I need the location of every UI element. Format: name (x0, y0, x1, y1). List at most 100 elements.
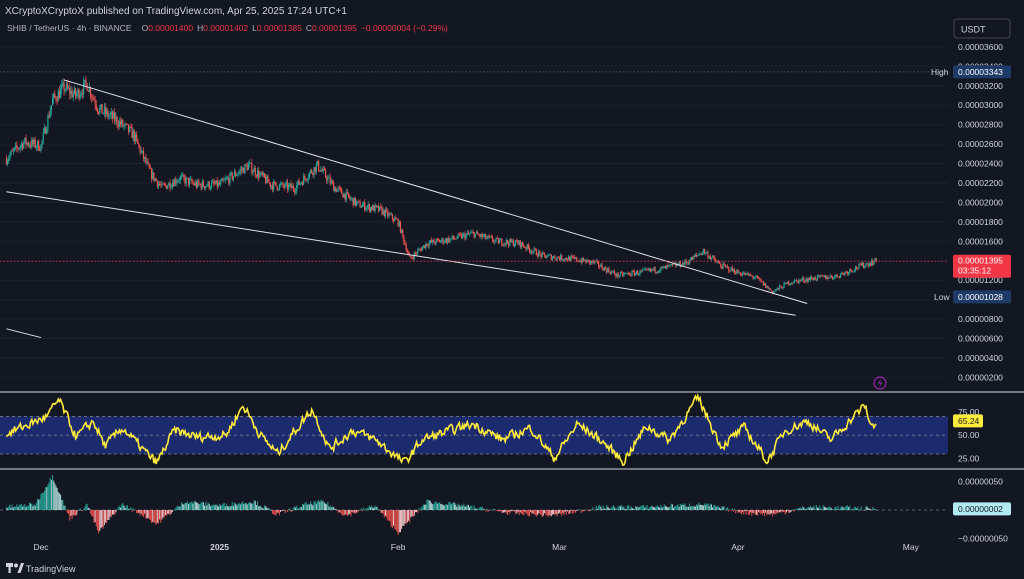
low-value: 0.00001028 (958, 292, 1003, 302)
oscillator-bar (206, 505, 208, 510)
candle-body (414, 252, 417, 254)
candle-body (654, 267, 656, 273)
candle-body (26, 142, 28, 145)
oscillator-bar (172, 509, 175, 511)
oscillator-bar (615, 509, 617, 510)
candle-body (712, 256, 714, 258)
oscillator-bar (823, 506, 825, 510)
trendline[interactable] (6, 191, 796, 316)
oscillator-bar (497, 510, 499, 512)
oscillator-bar (452, 502, 454, 510)
oscillator-bar (684, 503, 686, 510)
oscillator-bar (428, 500, 430, 510)
oscillator-bar (306, 504, 308, 510)
candle-body (422, 245, 425, 248)
oscillator-bar (455, 504, 457, 510)
oscillator-bar (777, 510, 779, 514)
candle-body (697, 255, 699, 256)
candle-body (328, 176, 330, 178)
oscillator-bar (793, 510, 796, 512)
candle-body (678, 261, 680, 266)
candle-body (759, 279, 761, 280)
oscillator-bar (576, 510, 578, 511)
candle-body (306, 180, 308, 181)
candle-body (432, 239, 434, 243)
oscillator-bar (466, 504, 468, 510)
oscillator-bar (216, 505, 218, 510)
candle-body (576, 257, 578, 262)
oscillator-bar (854, 506, 857, 510)
oscillator-bar (642, 504, 645, 510)
oscillator-bar (737, 510, 739, 513)
candle-body (352, 198, 354, 206)
oscillator-bar (247, 503, 249, 510)
candle-body (28, 145, 31, 147)
candle-body (639, 270, 641, 275)
oscillator-bar (313, 501, 315, 510)
oscillator-bar (485, 510, 487, 512)
oscillator-bar (254, 500, 256, 510)
candle-body (244, 164, 246, 174)
candle-body (857, 268, 859, 270)
candle-body (815, 279, 817, 281)
candle-body (253, 168, 255, 172)
oscillator-bar (570, 510, 572, 511)
oscillator-bar (481, 506, 483, 510)
oscillator-bar (326, 504, 328, 510)
oscillator-bar (751, 510, 753, 516)
candle-body (563, 259, 565, 261)
oscillator-bar (99, 510, 101, 531)
oscillator-bar (674, 506, 676, 510)
candle-body (133, 130, 135, 142)
trendline[interactable] (6, 328, 42, 339)
oscillator-bar (758, 510, 760, 513)
ohlc-legend: SHIB / TetherUS · 4h · BINANCE O0.0000140… (7, 23, 448, 33)
oscillator-bar (682, 503, 684, 510)
price-pane[interactable]: 0.000036000.000034000.000032000.00003000… (0, 42, 1011, 383)
candle-body (407, 252, 410, 254)
oscillator-bar (80, 510, 82, 511)
oscillator-bar (610, 507, 612, 510)
oscillator-bar (473, 505, 475, 510)
candle-body (254, 168, 256, 176)
candle-body (542, 252, 544, 254)
candle-body (598, 261, 600, 267)
oscillator-bar (175, 507, 177, 510)
candle-body (324, 170, 327, 178)
oscillator-bar (45, 487, 47, 510)
oscillator-bar (427, 499, 429, 510)
oscillator-bar (685, 506, 687, 510)
oscillator-bar (85, 504, 87, 510)
candle-body (682, 262, 684, 267)
oscillator-bar (19, 504, 21, 510)
candle-body (693, 256, 695, 257)
currency-button[interactable]: USDT (953, 18, 1011, 39)
oscillator-bar (699, 504, 701, 510)
trendline[interactable] (63, 79, 808, 305)
candle-body (301, 182, 304, 185)
oscillator-bar (659, 507, 661, 510)
oscillator-bar (565, 510, 567, 515)
candle-body (59, 88, 62, 99)
time-axis[interactable]: Dec 2025 Feb Mar Apr May (33, 542, 919, 552)
candle-body (159, 183, 161, 185)
candle-body (217, 182, 220, 187)
candle-body (350, 198, 352, 200)
oscillator-bar (677, 504, 679, 510)
lightning-icon[interactable] (873, 376, 887, 390)
candle-body (354, 197, 357, 206)
oscillator-bar (418, 508, 420, 510)
oscillator-bar (144, 510, 146, 514)
candle-body (235, 171, 237, 176)
oscillator-bar (782, 510, 784, 512)
candle-body (148, 163, 150, 169)
footer-brand[interactable]: TradingView (6, 563, 76, 574)
candle-body (303, 175, 305, 185)
candle-body (642, 269, 645, 271)
oscillator-bar (502, 510, 504, 513)
oscillator-bar (346, 510, 348, 516)
